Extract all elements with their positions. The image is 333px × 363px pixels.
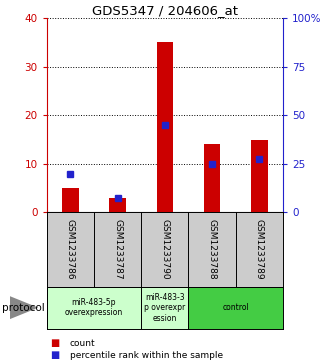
Text: percentile rank within the sample: percentile rank within the sample: [70, 351, 223, 359]
Bar: [157, 42, 173, 212]
Text: GSM1233789: GSM1233789: [255, 219, 264, 280]
Title: GDS5347 / 204606_at: GDS5347 / 204606_at: [92, 4, 238, 17]
Text: ■: ■: [50, 350, 59, 360]
Text: GSM1233787: GSM1233787: [113, 219, 122, 280]
Text: protocol: protocol: [2, 303, 44, 313]
Bar: [204, 144, 220, 212]
Text: GSM1233790: GSM1233790: [160, 219, 169, 280]
Bar: [47, 287, 141, 329]
Polygon shape: [10, 296, 38, 319]
Text: GSM1233788: GSM1233788: [207, 219, 217, 280]
Text: count: count: [70, 339, 96, 347]
Bar: [62, 188, 79, 212]
Text: ■: ■: [50, 338, 59, 348]
Bar: [188, 287, 283, 329]
Text: miR-483-3
p overexpr
ession: miR-483-3 p overexpr ession: [144, 293, 185, 323]
Text: GSM1233786: GSM1233786: [66, 219, 75, 280]
Bar: [141, 287, 188, 329]
Text: control: control: [222, 303, 249, 312]
Text: miR-483-5p
overexpression: miR-483-5p overexpression: [65, 298, 123, 317]
Bar: [109, 198, 126, 212]
Bar: [251, 139, 268, 212]
